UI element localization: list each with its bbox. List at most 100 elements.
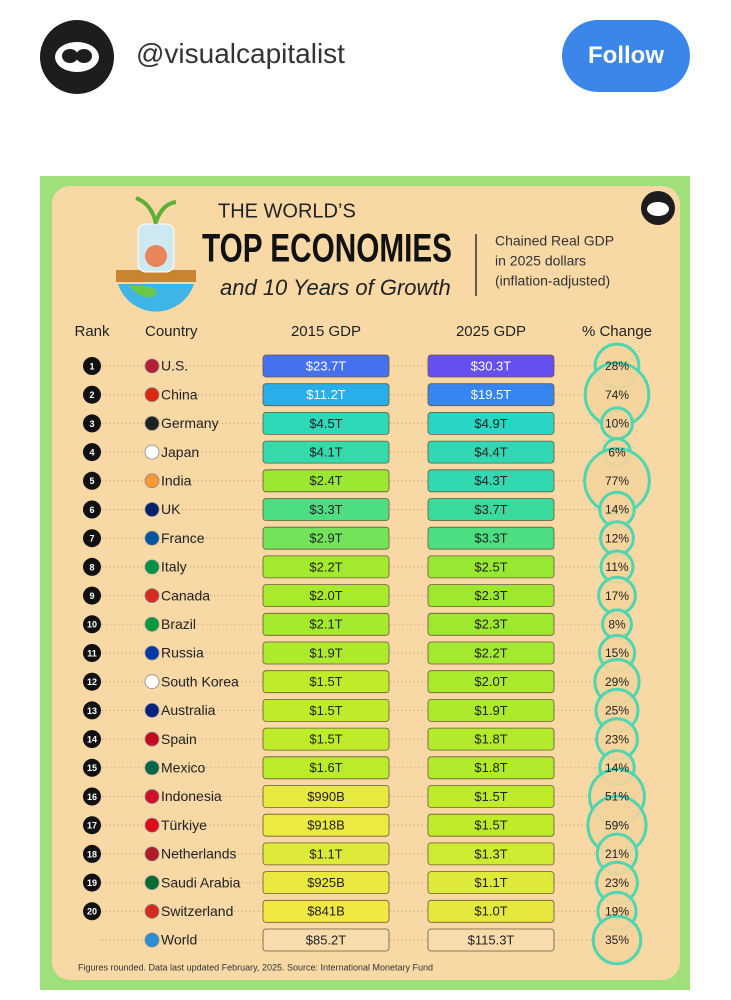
gdp-value: $2.5T	[474, 559, 507, 574]
gdp-cell	[427, 641, 555, 665]
country: Spain	[161, 731, 197, 747]
gdp-cell	[262, 842, 390, 866]
gdp-value: $115.3T	[468, 932, 515, 947]
subtitle-line: (inflation-adjusted)	[495, 273, 610, 289]
gdp-cell	[427, 756, 555, 780]
flag	[144, 444, 160, 460]
avatar[interactable]	[40, 20, 114, 94]
logo	[641, 191, 675, 225]
rank-badge	[83, 557, 101, 576]
country: Russia	[161, 645, 204, 661]
gdp-value: $4.3T	[474, 473, 507, 488]
change-value: 8%	[608, 617, 626, 631]
rank: 1	[89, 361, 94, 371]
change-value: 25%	[605, 704, 629, 718]
rank: 4	[89, 447, 94, 457]
rank-badge	[83, 758, 101, 777]
gdp-cell	[427, 354, 555, 378]
change-value: 35%	[605, 933, 629, 947]
country: Türkiye	[161, 817, 207, 833]
gdp-value: $1.5T	[474, 818, 507, 833]
gdp-cell	[427, 813, 555, 837]
handle[interactable]: @visualcapitalist	[136, 38, 345, 69]
flag	[144, 875, 160, 890]
gdp-value: $4.4T	[474, 445, 507, 460]
rank: 18	[87, 849, 97, 859]
flag	[144, 817, 160, 833]
change-value: 11%	[605, 560, 628, 574]
gdp-value: $3.7T	[474, 502, 507, 517]
gdp-value: $1.0T	[474, 904, 507, 919]
flag	[144, 760, 160, 776]
column-header: Country	[145, 323, 198, 340]
flag	[144, 903, 160, 919]
follow-button[interactable]: Follow	[562, 20, 690, 92]
gdp-value: $2.1T	[309, 617, 342, 632]
gdp-cell	[427, 842, 555, 866]
gdp-cell	[427, 785, 555, 808]
rank-badge	[83, 730, 101, 749]
gdp-value: $3.3T	[309, 502, 342, 517]
rank-badge	[83, 787, 101, 806]
country: France	[161, 530, 205, 546]
rank-badge	[83, 529, 101, 548]
illustration	[116, 196, 196, 312]
change-value: 12%	[605, 531, 629, 545]
rank-badge	[83, 902, 101, 921]
country: Brazil	[161, 616, 196, 632]
change-value: 77%	[605, 474, 629, 488]
rank-badge	[83, 385, 101, 404]
gdp-cell	[427, 899, 555, 923]
gdp-cell	[262, 813, 390, 837]
flag	[144, 616, 160, 632]
change-value: 14%	[605, 761, 629, 775]
gdp-value: $2.0T	[474, 674, 507, 689]
gdp-cell	[262, 727, 390, 751]
rank-badge	[83, 357, 101, 375]
gdp-value: $1.6T	[309, 760, 342, 775]
country: India	[161, 473, 192, 489]
column-header: 2015 GDP	[291, 323, 361, 340]
gdp-cell	[262, 670, 390, 694]
gdp-cell	[427, 555, 555, 579]
rank: 3	[89, 419, 94, 429]
gdp-value: $1.1T	[309, 846, 342, 861]
rank-badge	[83, 672, 101, 691]
change-bubble	[591, 914, 643, 966]
gdp-cell	[262, 498, 390, 521]
subtitle-line: in 2025 dollars	[495, 253, 586, 269]
rank: 5	[89, 476, 94, 486]
gdp-cell	[262, 469, 390, 493]
rank: 19	[87, 878, 97, 888]
rank-badge	[83, 873, 101, 892]
gdp-value: $19.5T	[471, 387, 512, 402]
flag	[144, 703, 160, 718]
infographic: THE WORLD’S TOP ECONOMIES and 10 Years o…	[40, 176, 690, 990]
column-header: Rank	[74, 323, 110, 340]
gdp-cell	[427, 699, 555, 722]
gdp-cell	[262, 584, 390, 608]
country: Australia	[161, 702, 216, 718]
rank-badge	[83, 586, 101, 605]
gdp-value: $85.2T	[306, 932, 347, 947]
flag	[144, 645, 160, 661]
gdp-value: $1.9T	[309, 645, 342, 660]
gdp-cell	[427, 727, 555, 751]
gdp-cell	[427, 612, 555, 636]
gdp-value: $3.3T	[474, 531, 507, 546]
rank-badge	[83, 701, 101, 720]
rank: 14	[87, 734, 97, 744]
country: China	[161, 386, 198, 402]
gdp-value: $1.5T	[309, 674, 342, 689]
column-header: % Change	[582, 323, 652, 340]
gdp-cell	[262, 383, 390, 407]
gdp-value: $1.3T	[474, 846, 507, 861]
change-value: 19%	[605, 904, 629, 918]
gdp-cell	[427, 526, 555, 550]
gdp-value: $2.9T	[309, 531, 342, 546]
flag	[144, 674, 160, 690]
gdp-cell	[427, 498, 555, 521]
rank-badge	[83, 816, 101, 835]
change-value: 23%	[605, 876, 629, 890]
